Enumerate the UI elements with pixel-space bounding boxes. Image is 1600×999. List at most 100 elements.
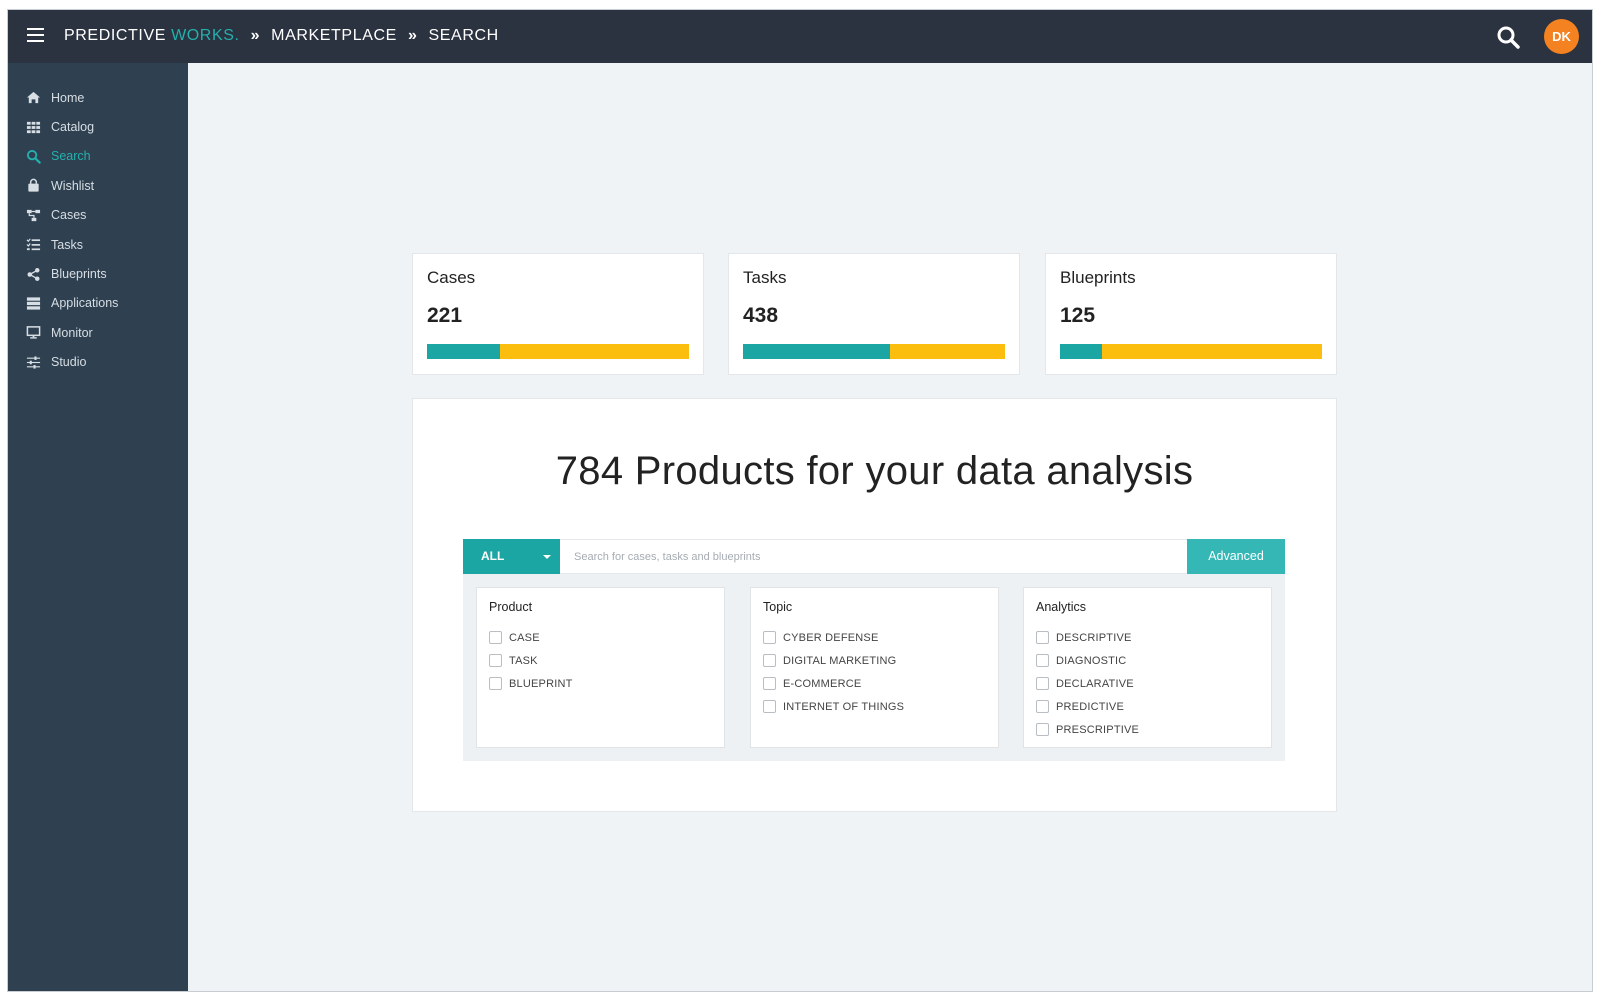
stat-progress-bar xyxy=(1060,344,1322,359)
stat-progress-fill xyxy=(427,344,501,359)
sidebar-item-search[interactable]: Search xyxy=(8,142,188,171)
brand-accent[interactable]: WORKS. xyxy=(171,27,240,44)
sidebar-item-wishlist[interactable]: Wishlist xyxy=(8,171,188,200)
filter-option-label: BLUEPRINT xyxy=(509,677,573,690)
sidebar-item-catalog[interactable]: Catalog xyxy=(8,112,188,141)
filter-option[interactable]: PREDICTIVE xyxy=(1036,695,1139,718)
sidebar-item-monitor[interactable]: Monitor xyxy=(8,318,188,347)
search-icon[interactable] xyxy=(1496,25,1520,49)
filter-option[interactable]: DESCRIPTIVE xyxy=(1036,626,1139,649)
search-icon xyxy=(26,149,41,164)
filter-group-title: Product xyxy=(489,600,533,614)
sidebar: Home Catalog Search Wishlist Cases Tasks Bluep… xyxy=(8,63,188,991)
sidebar-item-cases[interactable]: Cases xyxy=(8,201,188,230)
tasks-icon xyxy=(26,238,41,251)
checkbox[interactable] xyxy=(1036,677,1049,690)
checkbox[interactable] xyxy=(763,654,776,667)
checkbox[interactable] xyxy=(763,677,776,690)
filter-option[interactable]: TASK xyxy=(489,649,573,672)
filter-option[interactable]: BLUEPRINT xyxy=(489,672,573,695)
filter-option-label: DIGITAL MARKETING xyxy=(783,654,897,667)
filter-area: Product CASE TASK BLUEPRINT Topic CYBER DEFEN… xyxy=(463,574,1285,761)
filter-option-label: TASK xyxy=(509,654,538,667)
sidebar-item-label: Catalog xyxy=(51,120,95,135)
search-input[interactable] xyxy=(560,539,1187,574)
stat-count: 221 xyxy=(427,304,463,327)
stat-title: Cases xyxy=(427,268,476,287)
hamburger-icon[interactable] xyxy=(27,28,44,42)
page-title: 784 Products for your data analysis xyxy=(555,449,1194,493)
checkbox[interactable] xyxy=(1036,654,1049,667)
sidebar-item-label: Monitor xyxy=(51,325,93,340)
sidebar-item-label: Home xyxy=(51,90,85,105)
checkbox[interactable] xyxy=(489,631,502,644)
stat-card-cases: Cases 221 xyxy=(412,253,704,375)
desktop-icon xyxy=(26,326,41,339)
filter-option-label: CASE xyxy=(509,631,540,644)
sidebar-item-tasks[interactable]: Tasks xyxy=(8,230,188,259)
grid-icon xyxy=(26,121,41,133)
filter-options: CASE TASK BLUEPRINT xyxy=(489,626,573,695)
stat-progress-bar xyxy=(743,344,1005,359)
sidebar-item-studio[interactable]: Studio xyxy=(8,348,188,377)
filter-group-topic: Topic CYBER DEFENSE DIGITAL MARKETING E-COM… xyxy=(750,587,999,748)
sidebar-nav: Home Catalog Search Wishlist Cases Tasks Bluep… xyxy=(8,63,188,377)
sidebar-item-label: Wishlist xyxy=(51,178,95,193)
search-panel: 784 Products for your data analysis ALL … xyxy=(412,398,1337,812)
checkbox[interactable] xyxy=(489,654,502,667)
checkbox[interactable] xyxy=(1036,631,1049,644)
filter-option[interactable]: DECLARATIVE xyxy=(1036,672,1139,695)
sidebar-item-home[interactable]: Home xyxy=(8,83,188,112)
brand-name[interactable]: PREDICTIVE xyxy=(64,27,167,44)
filter-options: CYBER DEFENSE DIGITAL MARKETING E-COMMERCE… xyxy=(763,626,904,718)
sidebar-item-label: Studio xyxy=(51,355,87,370)
sidebar-item-label: Applications xyxy=(51,296,119,311)
filter-group-title: Analytics xyxy=(1036,600,1087,614)
top-bar: PREDICTIVE WORKS. » MARKETPLACE » SEARCH… xyxy=(8,10,1592,63)
filter-group-analytics: Analytics DESCRIPTIVE DIAGNOSTIC DECLARATIV… xyxy=(1023,587,1272,748)
breadcrumb: PREDICTIVE WORKS. » MARKETPLACE » SEARCH xyxy=(64,27,499,45)
server-icon xyxy=(26,297,41,310)
breadcrumb-search: SEARCH xyxy=(428,27,499,44)
filter-option-label: DESCRIPTIVE xyxy=(1056,631,1132,644)
filter-option-label: PREDICTIVE xyxy=(1056,700,1125,713)
filter-option-label: PRESCRIPTIVE xyxy=(1056,723,1140,736)
checkbox[interactable] xyxy=(1036,723,1049,736)
sidebar-item-label: Blueprints xyxy=(51,267,107,282)
checkbox[interactable] xyxy=(1036,700,1049,713)
stat-progress-bar xyxy=(427,344,689,359)
sitemap-icon xyxy=(26,209,41,221)
app-window: PREDICTIVE WORKS. » MARKETPLACE » SEARCH… xyxy=(7,9,1593,992)
sidebar-item-label: Tasks xyxy=(51,237,83,252)
filter-option[interactable]: CASE xyxy=(489,626,573,649)
sidebar-item-applications[interactable]: Applications xyxy=(8,289,188,318)
caret-down-icon xyxy=(543,555,551,559)
breadcrumb-marketplace[interactable]: MARKETPLACE xyxy=(271,27,397,44)
advanced-button[interactable]: Advanced xyxy=(1187,539,1285,574)
scope-dropdown[interactable]: ALL xyxy=(463,539,560,574)
user-avatar[interactable]: DK xyxy=(1544,19,1579,54)
checkbox[interactable] xyxy=(489,677,502,690)
stat-count: 125 xyxy=(1060,304,1096,327)
stat-title: Blueprints xyxy=(1060,268,1136,287)
filter-option[interactable]: E-COMMERCE xyxy=(763,672,904,695)
filter-options: DESCRIPTIVE DIAGNOSTIC DECLARATIVE PREDICTI… xyxy=(1036,626,1139,741)
filter-option[interactable]: CYBER DEFENSE xyxy=(763,626,904,649)
shopping-bag-icon xyxy=(28,179,39,192)
share-icon xyxy=(27,267,40,281)
checkbox[interactable] xyxy=(763,631,776,644)
sliders-icon xyxy=(26,356,41,369)
filter-option[interactable]: INTERNET OF THINGS xyxy=(763,695,904,718)
checkbox[interactable] xyxy=(763,700,776,713)
filter-option[interactable]: DIGITAL MARKETING xyxy=(763,649,904,672)
sidebar-item-label: Search xyxy=(51,149,91,164)
sidebar-item-blueprints[interactable]: Blueprints xyxy=(8,259,188,288)
filter-option-label: E-COMMERCE xyxy=(783,677,862,690)
filter-option[interactable]: DIAGNOSTIC xyxy=(1036,649,1139,672)
search-bar: ALL Advanced xyxy=(463,539,1285,574)
stat-count: 438 xyxy=(743,304,779,327)
filter-group-title: Topic xyxy=(763,600,793,614)
filter-option-label: DIAGNOSTIC xyxy=(1056,654,1127,667)
main-content: Cases 221 Tasks 438 Blueprints 125 784 P… xyxy=(188,63,1592,991)
filter-option[interactable]: PRESCRIPTIVE xyxy=(1036,718,1139,741)
